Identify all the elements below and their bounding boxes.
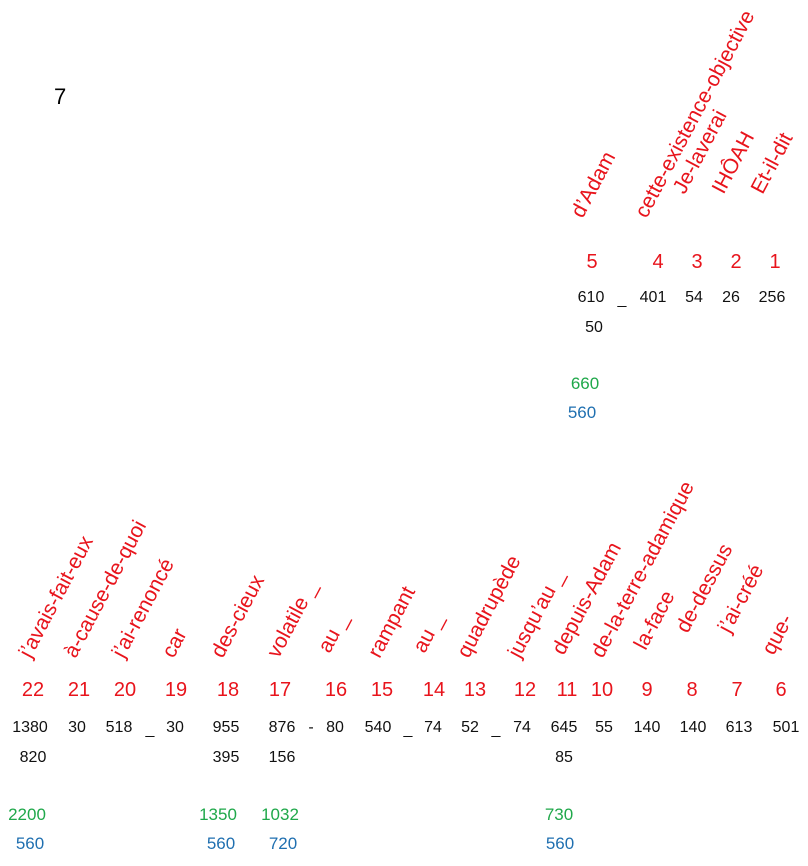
value-22: 1380 [12,719,48,736]
word-5: d’Adam [566,147,621,222]
sum-green-17: 1032 [261,805,299,824]
sum-blue-18: 560 [206,834,236,853]
value-10: 55 [595,719,613,736]
sum-blue-17: 720 [268,834,298,853]
value-3: 54 [685,289,703,306]
index-16: 16 [324,679,348,701]
value-2: 26 [722,289,740,306]
index-20: 20 [113,679,137,701]
value-16: 80 [326,719,344,736]
value-1: 256 [758,289,786,306]
sum-blue-11: 560 [545,834,575,853]
value-5: 610 [577,289,605,306]
word-15: rampant [363,582,421,662]
sum-blue-5: 560 [567,403,597,422]
sum-green-22: 2200 [8,805,46,824]
index-18: 18 [216,679,240,701]
word-14: au _ [408,609,449,657]
index-13: 13 [463,679,487,701]
value-19: 30 [166,719,184,736]
index-21: 21 [67,679,91,701]
value-18: 955 [212,719,240,736]
separator: - [308,719,314,736]
value-20: 518 [105,719,133,736]
index-12: 12 [513,679,537,701]
extra-value-5: 50 [585,319,603,336]
value-12: 74 [513,719,531,736]
value-7: 613 [725,719,753,736]
index-5: 5 [586,251,598,273]
extra-value-18: 395 [212,749,240,766]
separator: _ [403,721,413,738]
word-19: car [157,624,192,662]
index-22: 22 [21,679,45,701]
separator: _ [617,291,627,308]
value-21: 30 [68,719,86,736]
value-13: 52 [461,719,479,736]
word-4: cette-existence-objective [630,6,760,222]
index-14: 14 [422,679,446,701]
value-4: 401 [639,289,667,306]
index-8: 8 [686,679,698,701]
separator: _ [491,721,501,738]
index-6: 6 [775,679,787,701]
extra-value-11: 85 [555,749,573,766]
index-10: 10 [590,679,614,701]
value-6: 501 [772,719,800,736]
index-3: 3 [691,251,703,273]
index-9: 9 [641,679,653,701]
sum-green-11: 730 [544,805,574,824]
value-11: 645 [550,719,578,736]
sum-green-5: 660 [570,374,600,393]
extra-value-17: 156 [268,749,296,766]
index-2: 2 [730,251,742,273]
index-17: 17 [268,679,292,701]
value-15: 540 [364,719,392,736]
extra-value-22: 820 [19,749,47,766]
index-4: 4 [652,251,664,273]
word-16: au _ [313,609,354,657]
value-9: 140 [633,719,661,736]
word-6: que- [757,610,798,659]
word-17: volatile _ [262,577,322,662]
index-11: 11 [556,679,578,701]
index-19: 19 [164,679,188,701]
index-7: 7 [731,679,743,701]
verse-number: 7 [54,84,67,109]
separator: _ [145,721,155,738]
value-14: 74 [424,719,442,736]
sum-blue-22: 560 [15,834,45,853]
value-17: 876 [268,719,296,736]
value-8: 140 [679,719,707,736]
sum-green-18: 1350 [199,805,237,824]
word-18: des-cieux [206,571,270,662]
index-1: 1 [769,251,781,273]
index-15: 15 [370,679,394,701]
